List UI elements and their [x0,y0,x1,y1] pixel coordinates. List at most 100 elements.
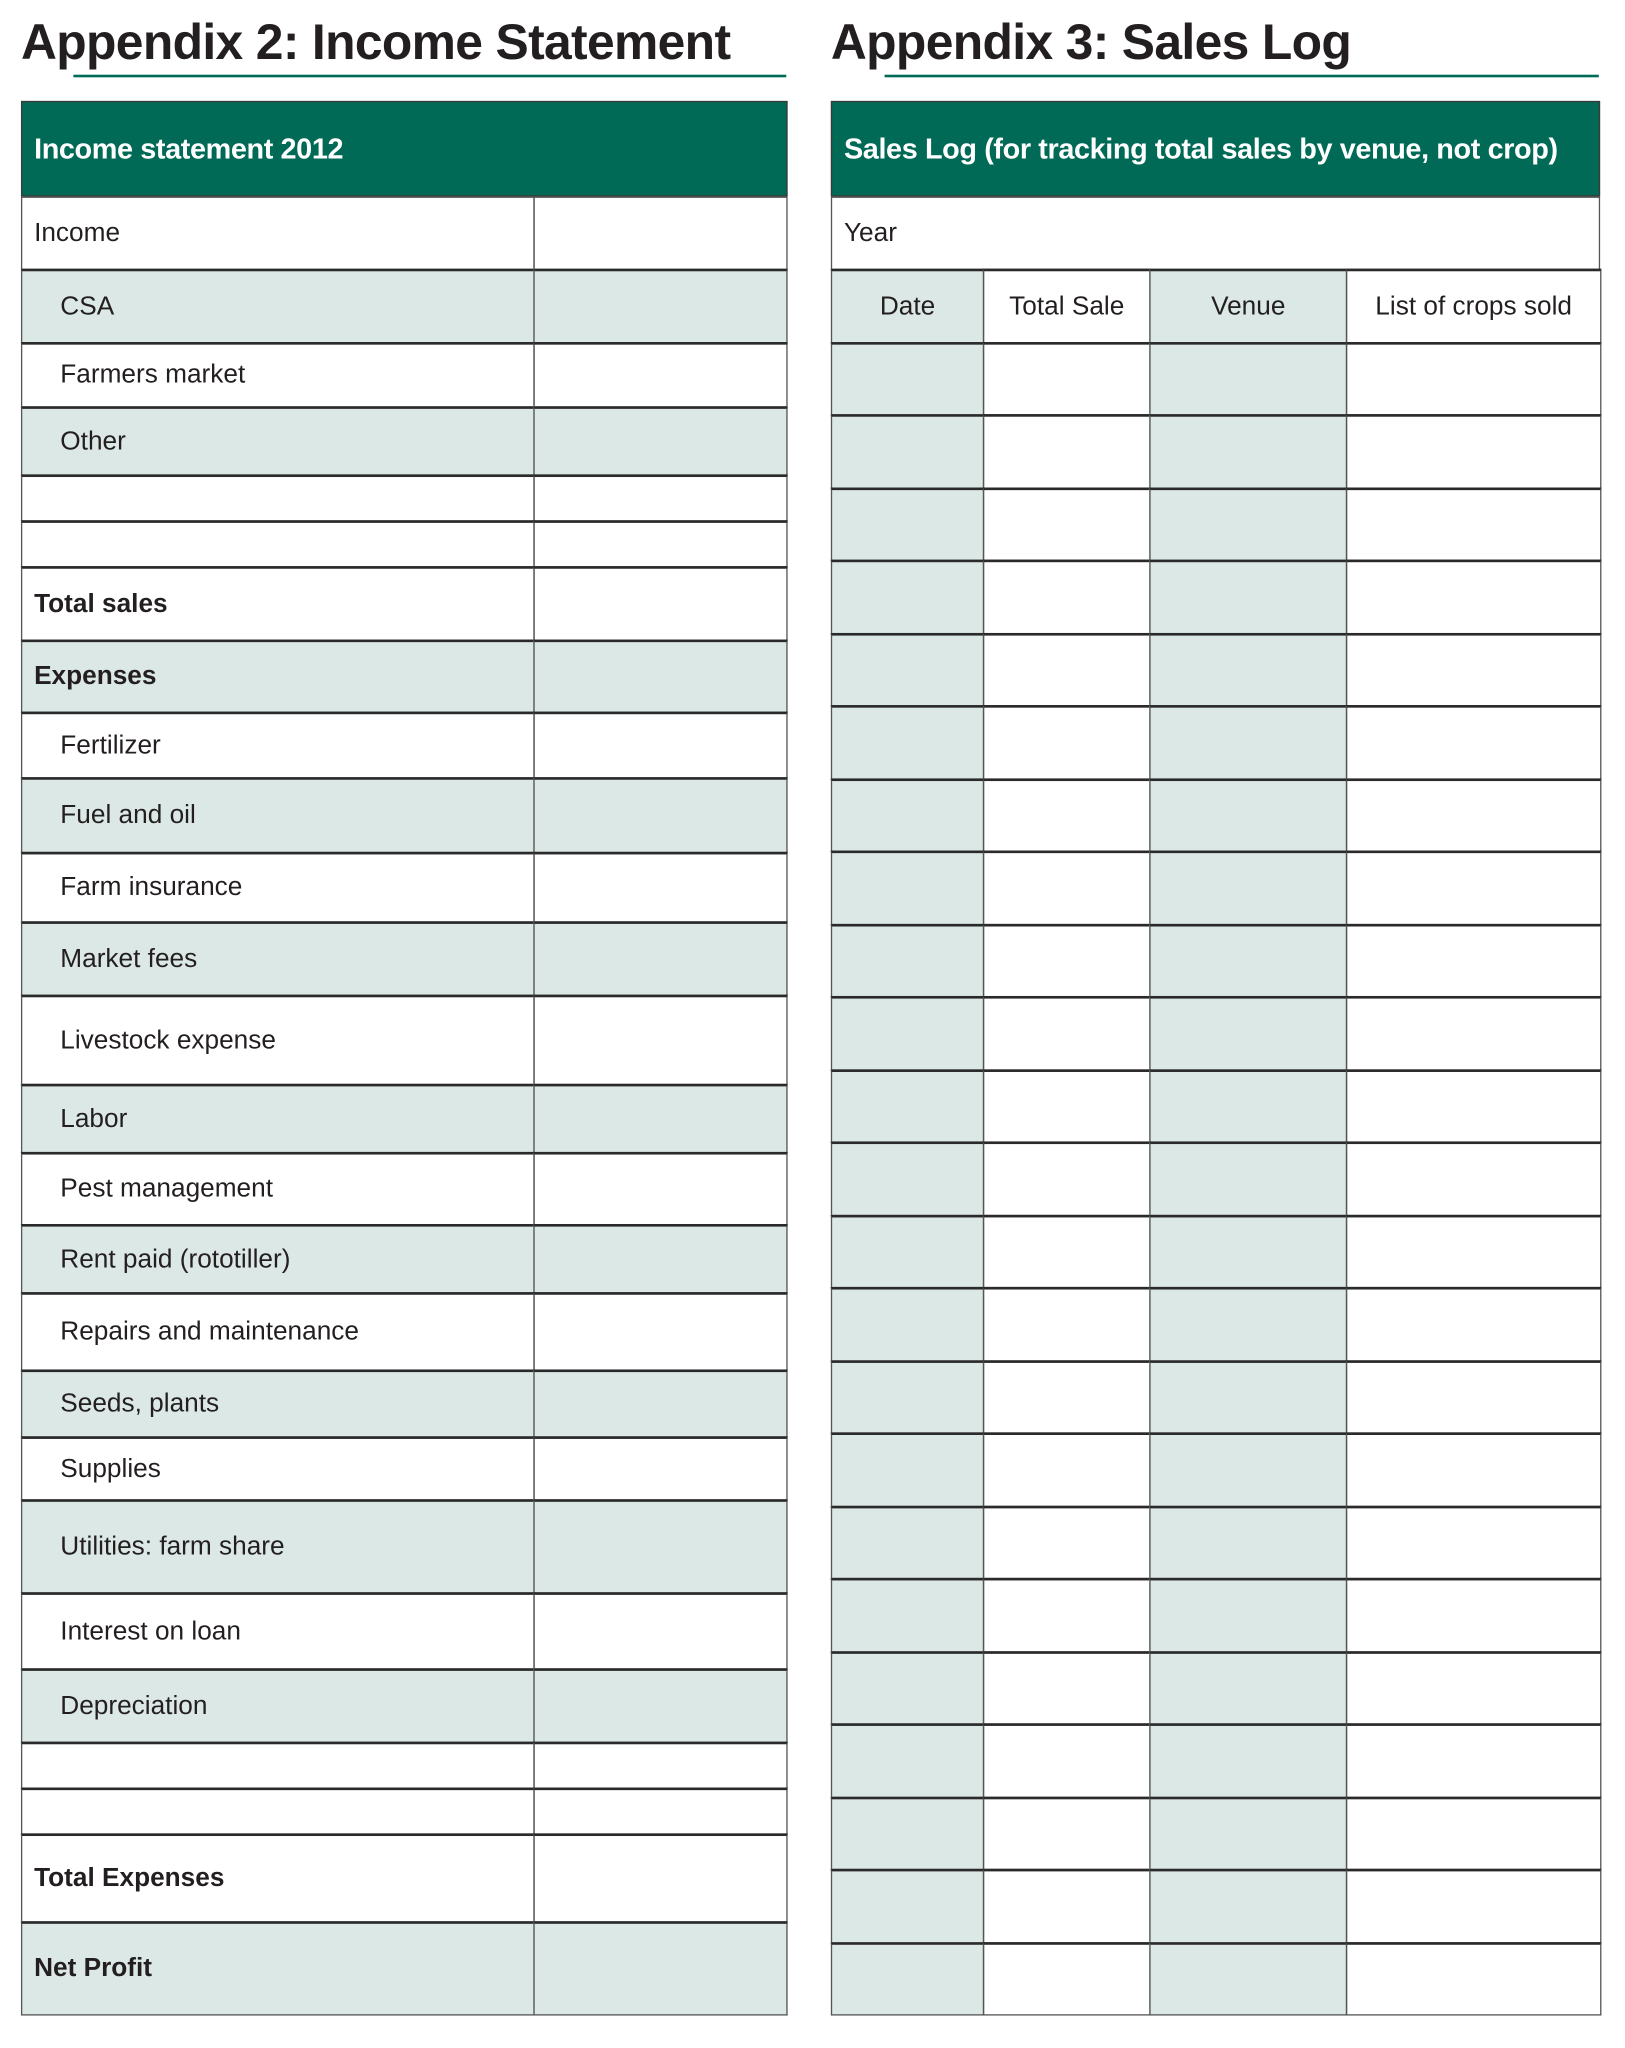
sales-cell-venue[interactable] [1149,1578,1348,1653]
sales-cell-total-sale[interactable] [982,1723,1151,1798]
sales-cell-list-of-crops-sold[interactable] [1345,705,1602,780]
sales-cell-date[interactable] [830,1432,985,1507]
sales-cell-date[interactable] [830,1796,985,1871]
sales-cell-total-sale[interactable] [982,1359,1151,1434]
income-row-value-field[interactable] [533,1592,788,1670]
sales-cell-total-sale[interactable] [982,1432,1151,1507]
sales-cell-venue[interactable] [1149,1359,1348,1434]
sales-cell-total-sale[interactable] [982,1141,1151,1216]
sales-cell-venue[interactable] [1149,1796,1348,1871]
sales-cell-total-sale[interactable] [982,1941,1151,2016]
sales-cell-total-sale[interactable] [982,1868,1151,1943]
income-row-value-field[interactable] [533,1921,788,2016]
income-row-value-field[interactable] [533,1436,788,1501]
sales-cell-list-of-crops-sold[interactable] [1345,487,1602,562]
income-row-value-field[interactable] [533,1083,788,1154]
sales-cell-date[interactable] [830,996,985,1071]
sales-cell-date[interactable] [830,414,985,489]
sales-cell-list-of-crops-sold[interactable] [1345,1650,1602,1725]
income-row-value-field[interactable] [533,1741,788,1789]
sales-cell-date[interactable] [830,1505,985,1580]
income-row-value-field[interactable] [533,851,788,923]
sales-cell-list-of-crops-sold[interactable] [1345,1141,1602,1216]
sales-cell-list-of-crops-sold[interactable] [1345,1287,1602,1362]
sales-cell-venue[interactable] [1149,923,1348,998]
sales-cell-venue[interactable] [1149,560,1348,635]
income-row-value-field[interactable] [533,1499,788,1594]
sales-cell-venue[interactable] [1149,342,1348,417]
income-row-value-field[interactable] [533,342,788,408]
sales-cell-date[interactable] [830,632,985,707]
sales-cell-total-sale[interactable] [982,414,1151,489]
sales-cell-venue[interactable] [1149,996,1348,1071]
sales-cell-venue[interactable] [1149,1505,1348,1580]
sales-cell-date[interactable] [830,1578,985,1653]
sales-cell-date[interactable] [830,487,985,562]
sales-cell-venue[interactable] [1149,1723,1348,1798]
sales-cell-list-of-crops-sold[interactable] [1345,850,1602,925]
sales-cell-list-of-crops-sold[interactable] [1345,1432,1602,1507]
sales-cell-date[interactable] [830,1941,985,2016]
income-row-value-field[interactable] [533,196,788,270]
sales-cell-venue[interactable] [1149,632,1348,707]
sales-cell-total-sale[interactable] [982,1287,1151,1362]
income-row-value-field[interactable] [533,639,788,713]
sales-cell-venue[interactable] [1149,1650,1348,1725]
sales-cell-date[interactable] [830,1287,985,1362]
sales-cell-list-of-crops-sold[interactable] [1345,1578,1602,1653]
sales-cell-total-sale[interactable] [982,1796,1151,1871]
sales-cell-venue[interactable] [1149,1432,1348,1507]
income-row-value-field[interactable] [533,1833,788,1923]
sales-cell-date[interactable] [830,1141,985,1216]
sales-cell-total-sale[interactable] [982,1069,1151,1144]
income-row-value-field[interactable] [533,520,788,568]
sales-cell-list-of-crops-sold[interactable] [1345,1868,1602,1943]
income-row-value-field[interactable] [533,994,788,1086]
sales-cell-total-sale[interactable] [982,923,1151,998]
sales-cell-venue[interactable] [1149,1069,1348,1144]
income-row-value-field[interactable] [533,777,788,854]
sales-cell-total-sale[interactable] [982,778,1151,853]
sales-cell-total-sale[interactable] [982,632,1151,707]
sales-cell-venue[interactable] [1149,1214,1348,1289]
sales-cell-venue[interactable] [1149,705,1348,780]
sales-cell-date[interactable] [830,1359,985,1434]
sales-cell-list-of-crops-sold[interactable] [1345,923,1602,998]
sales-cell-venue[interactable] [1149,1868,1348,1943]
sales-cell-list-of-crops-sold[interactable] [1345,560,1602,635]
sales-cell-date[interactable] [830,1650,985,1725]
sales-cell-total-sale[interactable] [982,342,1151,417]
sales-cell-total-sale[interactable] [982,1505,1151,1580]
income-row-value-field[interactable] [533,1292,788,1371]
sales-cell-list-of-crops-sold[interactable] [1345,1214,1602,1289]
sales-cell-date[interactable] [830,1868,985,1943]
sales-cell-date[interactable] [830,850,985,925]
sales-cell-date[interactable] [830,923,985,998]
income-row-value-field[interactable] [533,1224,788,1294]
sales-year-field[interactable]: Year [830,196,1601,270]
income-row-value-field[interactable] [533,566,788,641]
income-row-value-field[interactable] [533,268,788,344]
sales-cell-date[interactable] [830,705,985,780]
income-row-value-field[interactable] [533,474,788,522]
sales-cell-list-of-crops-sold[interactable] [1345,632,1602,707]
sales-cell-list-of-crops-sold[interactable] [1345,1941,1602,2016]
income-row-value-field[interactable] [533,1787,788,1835]
sales-cell-total-sale[interactable] [982,705,1151,780]
sales-cell-venue[interactable] [1149,778,1348,853]
sales-cell-date[interactable] [830,1214,985,1289]
sales-cell-venue[interactable] [1149,1141,1348,1216]
sales-cell-total-sale[interactable] [982,996,1151,1071]
income-row-value-field[interactable] [533,921,788,996]
sales-cell-list-of-crops-sold[interactable] [1345,778,1602,853]
sales-cell-total-sale[interactable] [982,487,1151,562]
sales-cell-date[interactable] [830,1069,985,1144]
sales-cell-total-sale[interactable] [982,850,1151,925]
sales-cell-total-sale[interactable] [982,1578,1151,1653]
sales-cell-venue[interactable] [1149,414,1348,489]
income-row-value-field[interactable] [533,1668,788,1743]
sales-cell-list-of-crops-sold[interactable] [1345,1505,1602,1580]
sales-cell-total-sale[interactable] [982,1214,1151,1289]
sales-cell-total-sale[interactable] [982,560,1151,635]
sales-cell-total-sale[interactable] [982,1650,1151,1725]
